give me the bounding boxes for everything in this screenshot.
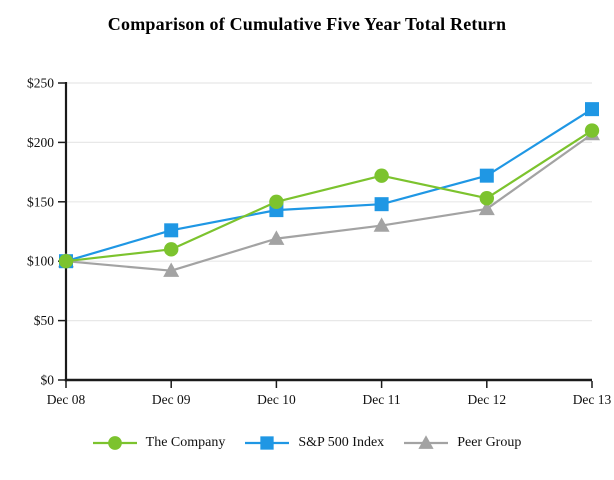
- y-tick-label: $150: [27, 194, 54, 209]
- peer-group-line-triangle-marker-icon: [404, 435, 449, 449]
- legend-item-the-company: The Company: [92, 434, 226, 452]
- axes: [58, 82, 593, 388]
- chart-title: Comparison of Cumulative Five Year Total…: [107, 14, 507, 34]
- y-tick-label: $200: [27, 135, 54, 150]
- company-line-circle-marker-icon: [92, 436, 137, 450]
- legend-label-peer-group: Peer Group: [457, 435, 522, 450]
- y-tick-label: $100: [27, 254, 54, 269]
- x-tick-label: Dec 08: [47, 392, 86, 407]
- legend-item-sp500-index: S&P 500 Index: [245, 434, 384, 452]
- legend-label-the-company: The Company: [145, 435, 226, 450]
- y-tick-label: $50: [34, 313, 55, 328]
- legend-label-sp500-index: S&P 500 Index: [298, 435, 385, 450]
- series-the-company: [58, 123, 600, 269]
- x-tick-label: Dec 09: [152, 392, 191, 407]
- sp500-line-square-marker-icon: [245, 436, 290, 450]
- series-s-p-500-index: [59, 102, 599, 269]
- y-tick-label: $250: [27, 76, 54, 91]
- y-axis-labels: $0 $50 $100 $150 $200 $250: [27, 76, 54, 388]
- chart-legend: The Company S&P 500 Index Peer Group: [0, 434, 614, 452]
- y-tick-label: $0: [41, 373, 55, 388]
- x-tick-label: Dec 10: [257, 392, 296, 407]
- x-tick-label: Dec 12: [467, 392, 506, 407]
- gridlines: [66, 82, 592, 322]
- x-tick-label: Dec 11: [363, 392, 401, 407]
- x-axis-labels: Dec 08 Dec 09 Dec 10 Dec 11 Dec 12 Dec 13: [47, 392, 612, 407]
- legend-item-peer-group: Peer Group: [404, 434, 521, 452]
- x-tick-label: Dec 13: [573, 392, 612, 407]
